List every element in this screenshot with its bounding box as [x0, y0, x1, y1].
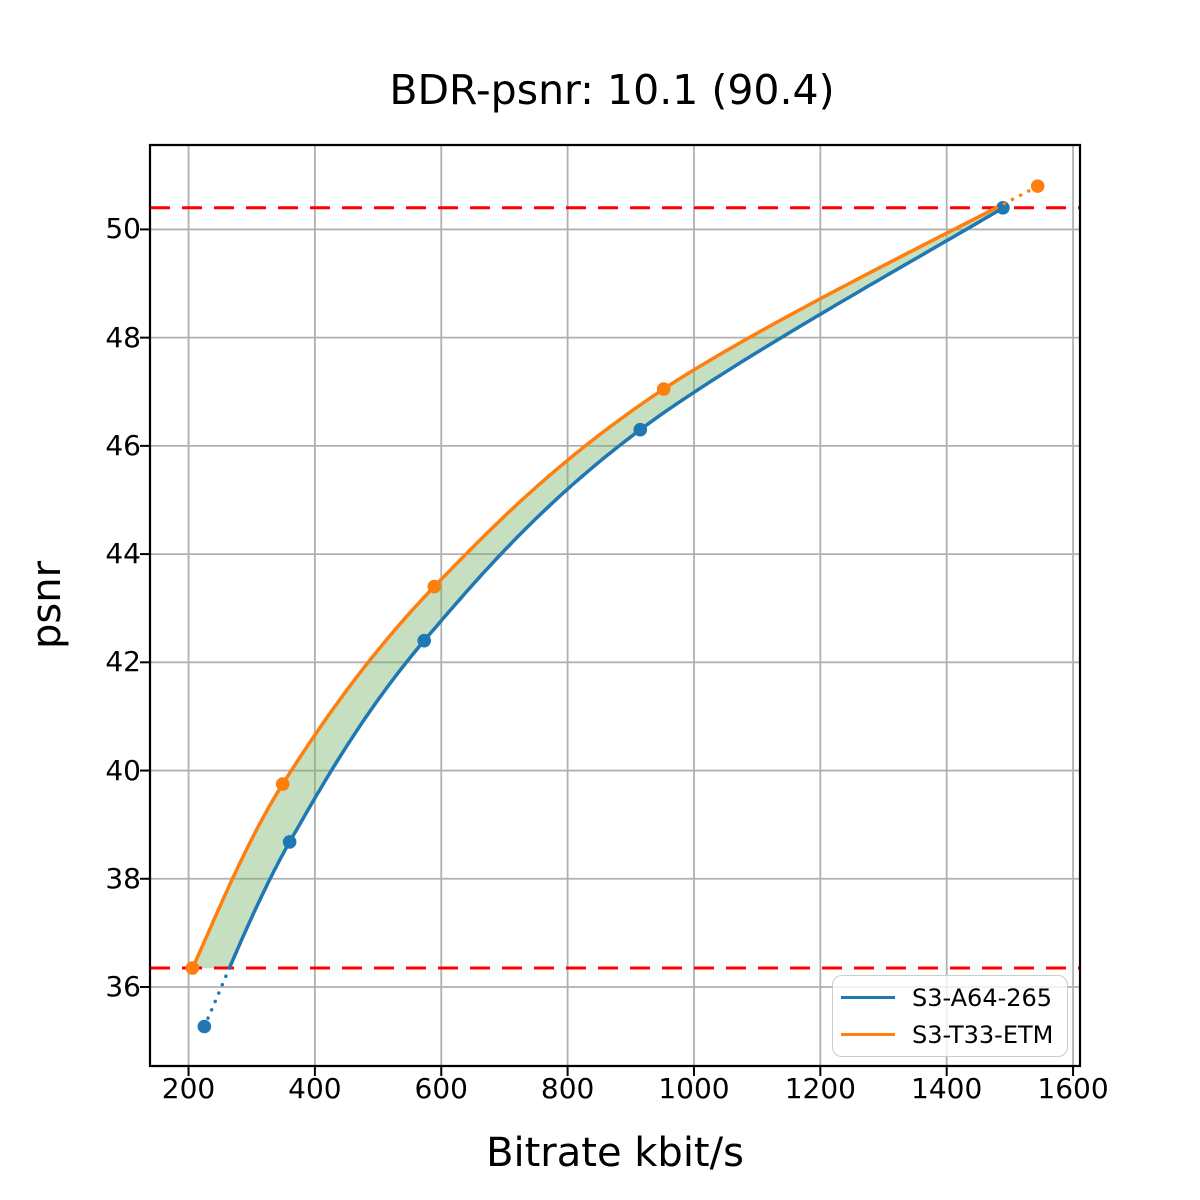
x-tick-label: 1000: [658, 1072, 730, 1105]
data-point-S3-A64-265: [633, 422, 648, 437]
x-tick-label: 800: [540, 1072, 595, 1105]
curve-S3-T33-ETM: [190, 205, 999, 970]
legend-line-sample: [841, 996, 895, 999]
x-tick-label: 1200: [784, 1072, 856, 1105]
x-tick-label: 600: [414, 1072, 468, 1105]
curve-S3-A64-265-dotted: [202, 966, 232, 1029]
legend: S3-A64-265 S3-T33-ETM: [832, 975, 1068, 1057]
legend-item: S3-A64-265: [833, 983, 1067, 1013]
curve-S3-T33-ETM-dotted: [994, 184, 1040, 210]
y-tick-label: 44: [105, 537, 141, 571]
data-point-S3-T33-ETM: [275, 777, 290, 791]
curve-S3-A64-265: [227, 206, 1005, 970]
data-point-S3-A64-265: [996, 200, 1010, 215]
x-tick-label: 1600: [1037, 1072, 1109, 1105]
y-axis-label: psnr: [24, 560, 70, 650]
y-tick-label: 42: [105, 645, 141, 679]
y-tick-label: 38: [105, 861, 141, 895]
y-tick-label: 48: [105, 320, 141, 354]
x-tick-label: 400: [288, 1072, 342, 1105]
data-point-S3-T33-ETM: [427, 579, 442, 594]
data-point-S3-A64-265: [417, 633, 431, 648]
axes-spines: [148, 143, 1082, 1068]
legend-item-label: S3-T33-ETM: [912, 1020, 1054, 1049]
y-tick-label: 50: [105, 212, 141, 246]
chart-title: BDR-psnr: 10.1 (90.4): [389, 66, 835, 114]
data-point-S3-T33-ETM: [656, 382, 671, 396]
x-axis-label: Bitrate kbit/s: [486, 1130, 744, 1176]
y-tick-label: 46: [105, 428, 141, 462]
data-point-S3-A64-265: [197, 1019, 212, 1034]
legend-item: S3-T33-ETM: [833, 1020, 1067, 1050]
data-point-S3-T33-ETM: [185, 961, 200, 975]
x-tick-label: 200: [161, 1072, 216, 1105]
legend-item-label: S3-A64-265: [912, 983, 1053, 1012]
y-tick-label: 36: [105, 969, 141, 1003]
data-point-S3-A64-265: [282, 835, 297, 849]
bd-overlap-fill: [192, 207, 1003, 969]
x-tick-label: 1400: [911, 1072, 983, 1105]
data-point-S3-T33-ETM: [1030, 179, 1045, 193]
y-tick-label: 40: [105, 753, 141, 787]
legend-line-sample: [841, 1033, 895, 1036]
